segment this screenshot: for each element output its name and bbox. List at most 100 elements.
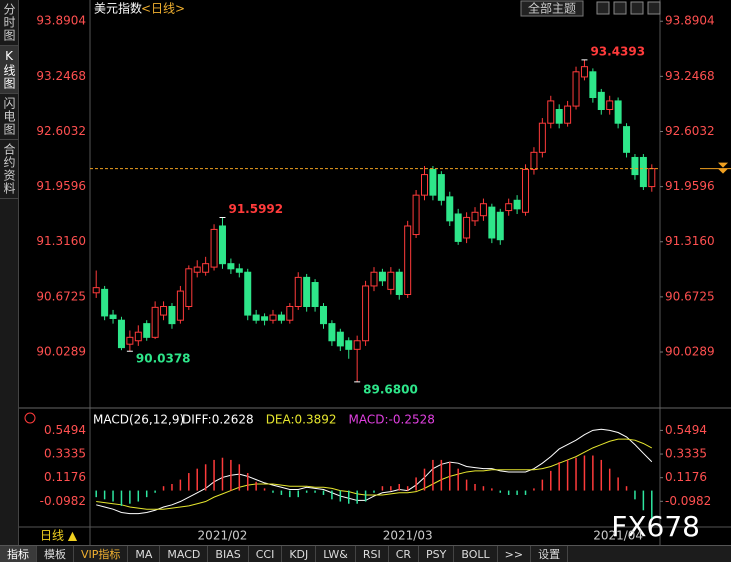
candle-body [454,213,462,242]
toolbar-tab[interactable]: 指标 [0,546,37,562]
candle-body [580,66,588,78]
period[interactable]: <日线> [141,2,185,16]
candle-body [555,108,563,124]
candle-body [412,194,420,236]
annotation-label: 89.6800 [363,382,418,396]
y-tick-label: 93.2468 [665,69,715,83]
last-price-arrow [718,162,728,174]
toolbar-tab[interactable]: LW& [316,546,356,562]
footer-period[interactable]: 日线 ▲ [40,529,78,543]
icon[interactable] [630,1,644,15]
toolbar-tab[interactable]: PSY [419,546,455,562]
y-tick-label: 0.1176 [665,470,707,484]
macd-line [96,428,653,515]
candle-body [336,331,344,347]
macd-icon[interactable] [24,412,36,424]
candle-body [117,319,125,349]
candle-body [244,271,252,316]
y-tick-label: 93.8904 [36,14,86,28]
y-tick-label: 0.5494 [665,423,707,437]
y-tick-label: 0.3335 [665,447,707,461]
candle-body [547,100,555,124]
candle-body [564,105,572,124]
candle-body [345,340,353,350]
toolbar-tab[interactable]: MA [128,546,161,562]
candle-body [463,216,471,239]
candle-body [160,305,168,316]
icon[interactable] [647,1,661,15]
candle-body [252,314,260,321]
y-tick-label: 0.1176 [44,470,86,484]
y-tick-label: 93.2468 [36,69,86,83]
candle-body [429,168,437,196]
candle-body [109,314,117,319]
candle-body [362,285,370,342]
toolbar-tab[interactable]: KDJ [282,546,317,562]
candle-body [193,266,201,273]
toolbar-tab[interactable]: BIAS [208,546,249,562]
theme-button-label[interactable]: 全部主题 [528,1,576,16]
candle-body [631,156,639,176]
candle-body [522,168,530,213]
watermark: FX678 [611,510,700,543]
sidebar: 分时图 K线图 闪电图 合约资料 [0,0,19,545]
candle-body [479,203,487,217]
toolbar-tab[interactable]: BOLL [454,546,498,562]
x-tick-label: 2021/04 [593,529,643,543]
candle-body [269,314,277,321]
candle-body [387,271,395,290]
candle-body [286,305,294,321]
icon[interactable] [613,1,627,15]
toolbar-tab[interactable]: VIP指标 [74,546,129,562]
toolbar-tab[interactable]: 模板 [37,546,74,562]
candle-body [151,306,159,338]
x-tick-label: 2021/02 [198,529,248,543]
y-tick-label: 0.3335 [44,447,86,461]
candle-body [261,316,269,321]
annotation-label: 91.5992 [228,202,283,216]
candle-body [311,282,319,307]
y-tick-label: 92.6032 [36,124,86,138]
candle-body [143,323,151,338]
candle-body [437,174,445,201]
candle-body [202,263,210,273]
toolbar-tab[interactable]: 设置 [531,546,569,562]
toolbar-tab[interactable]: RSI [356,546,389,562]
candle-body [210,228,218,268]
candle-body [530,151,538,170]
candle-body [505,203,513,212]
side-tab[interactable]: K线图 [0,46,18,94]
candle-body [101,288,109,317]
candle-body [353,340,361,350]
candle-body [623,126,631,153]
toolbar-tab[interactable]: >> [498,546,532,562]
toolbar-tab[interactable]: CR [389,546,420,562]
candle-body [421,174,429,196]
side-tab[interactable]: 闪电图 [0,94,18,140]
annotation-label: 93.4393 [590,44,645,58]
candle-body [294,276,302,307]
side-tab[interactable]: 分时图 [0,0,18,46]
legend-entry: MACD:-0.2528 [349,413,435,427]
macd-title: MACD(26,12,9) [93,413,184,427]
candle-body [328,323,336,342]
annotation-label: 90.0378 [136,352,191,366]
candle-body [235,268,243,273]
y-tick-label: 90.6725 [36,289,86,303]
toolbar-tab[interactable]: CCI [249,546,283,562]
candle-body [404,225,412,296]
candle-body [176,290,184,321]
legend-entry: DEA:0.3892 [266,413,337,427]
theme-button[interactable] [520,0,584,17]
side-tab[interactable]: 合约资料 [0,140,18,199]
toolbar-tab[interactable]: MACD [160,546,209,562]
candle-body [614,100,622,124]
candle-body [370,271,378,287]
chart: 美元指数 <日线> 全部主题 日线 ▲ FX678 93.8904 93.8904… [18,0,731,545]
y-tick-label: 91.3160 [36,234,86,248]
icon[interactable] [596,1,610,15]
candle-body [648,168,656,188]
candle-body [319,305,327,325]
y-tick-label: 90.0289 [665,344,715,358]
